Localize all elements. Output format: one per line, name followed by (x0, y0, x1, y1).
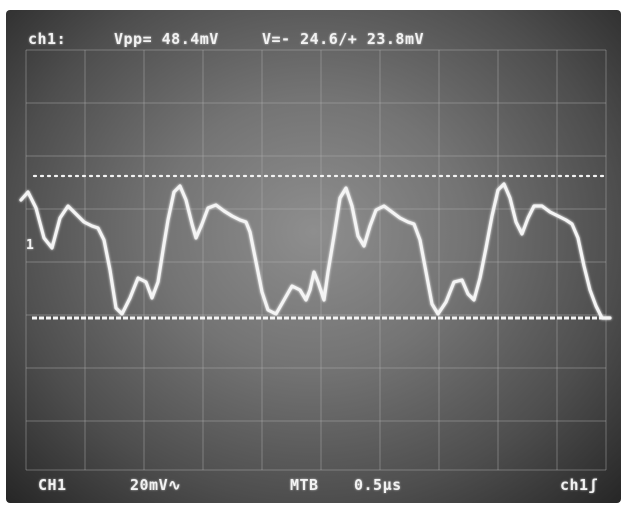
footer-channel-label: CH1 (38, 476, 67, 494)
trigger-indicator: ch1ʃ (560, 476, 599, 494)
volts-per-div: 20mV∿ (130, 476, 182, 494)
grid-lines (25, 49, 607, 471)
vpp-readout: Vpp= 48.4mV (114, 30, 219, 48)
channel-marker: 1 (26, 238, 35, 253)
oscilloscope-screen: ch1: Vpp= 48.4mV V=- 24.6/+ 23.8mV 1 CH1… (6, 10, 621, 503)
graticule (19, 49, 612, 471)
voltage-range-readout: V=- 24.6/+ 23.8mV (262, 30, 425, 48)
timebase-value: 0.5µs (354, 476, 402, 494)
channel-readout: ch1: (28, 30, 67, 48)
timebase-label: MTB (290, 476, 319, 494)
signal-trace (19, 182, 612, 320)
